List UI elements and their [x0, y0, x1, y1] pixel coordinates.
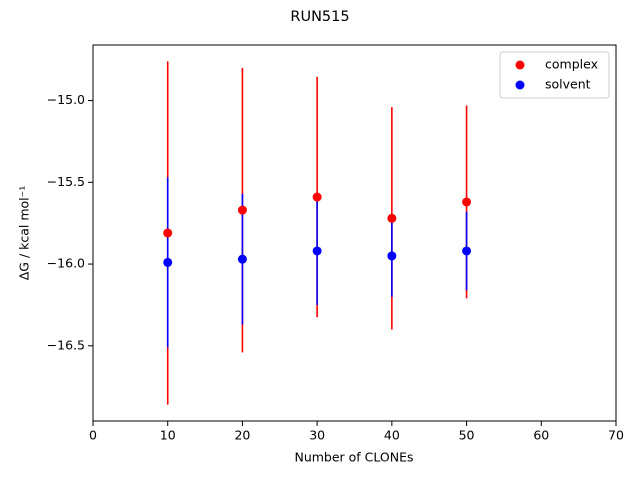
- point: [237, 205, 247, 215]
- x-tick-label: 20: [234, 428, 250, 443]
- legend-label: complex: [545, 57, 598, 72]
- point: [462, 197, 472, 207]
- x-axis-label: Number of CLONEs: [294, 450, 413, 465]
- chart-title: RUN515: [290, 9, 349, 25]
- x-tick-label: 0: [89, 428, 97, 443]
- y-tick-label: −16.5: [47, 337, 85, 352]
- point: [312, 246, 322, 256]
- point: [163, 257, 173, 267]
- x-tick-label: 70: [608, 428, 624, 443]
- legend-label: solvent: [545, 77, 591, 92]
- point: [163, 228, 173, 238]
- x-tick-label: 50: [459, 428, 475, 443]
- x-tick-label: 30: [309, 428, 325, 443]
- plot-frame: [92, 44, 617, 422]
- point: [387, 251, 397, 261]
- point: [312, 192, 322, 202]
- x-tick-label: 60: [533, 428, 549, 443]
- x-tick-label: 10: [160, 428, 176, 443]
- y-axis-label: ΔG / kcal mol⁻¹: [17, 186, 32, 281]
- point: [387, 213, 397, 223]
- y-tick-label: −15.0: [47, 92, 85, 107]
- legend-marker: [515, 80, 525, 90]
- legend-marker: [515, 60, 525, 70]
- y-tick-label: −16.0: [47, 256, 85, 271]
- legend-box: [499, 51, 610, 99]
- point: [237, 254, 247, 264]
- y-tick-label: −15.5: [47, 174, 85, 189]
- x-tick-label: 40: [384, 428, 400, 443]
- point: [462, 246, 472, 256]
